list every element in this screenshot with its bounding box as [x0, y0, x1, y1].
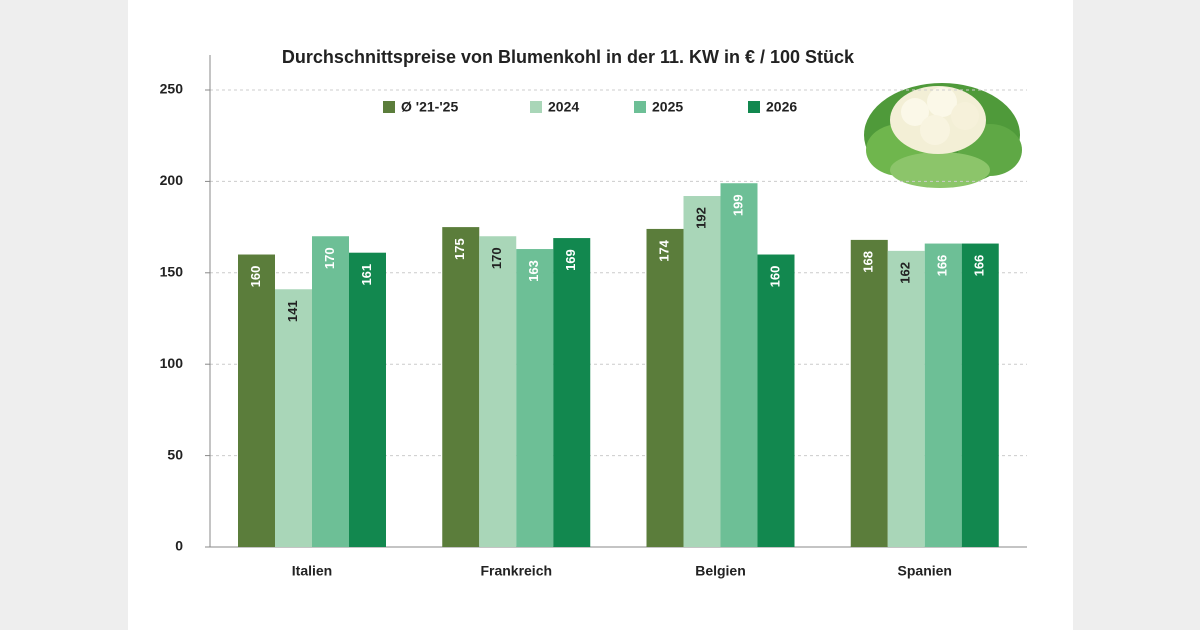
value-label: 170: [322, 247, 337, 269]
value-label: 199: [730, 194, 745, 216]
cauliflower-image: [864, 83, 1022, 188]
legend-label: 2026: [766, 99, 797, 115]
y-tick-label: 50: [167, 446, 183, 462]
x-tick-label: Spanien: [898, 563, 952, 579]
value-label: 166: [935, 255, 950, 277]
bar: [516, 249, 554, 547]
value-label: 160: [248, 266, 263, 288]
x-tick-label: Belgien: [695, 563, 746, 579]
legend-swatch: [634, 101, 646, 113]
value-label: 160: [767, 266, 782, 288]
chart-title: Durchschnittspreise von Blumenkohl in de…: [282, 47, 855, 67]
y-tick-label: 0: [175, 538, 183, 554]
value-label: 174: [656, 239, 671, 261]
y-tick-label: 150: [160, 264, 184, 280]
bar: [924, 243, 962, 547]
bar: [887, 250, 925, 547]
bar: [238, 254, 275, 547]
bar: [349, 252, 386, 547]
legend-label: 2025: [652, 99, 683, 115]
value-label: 141: [285, 300, 300, 322]
bar: [442, 227, 480, 547]
bar: [961, 243, 999, 547]
bar: [646, 228, 684, 548]
y-tick-label: 250: [160, 81, 184, 97]
value-label: 192: [693, 207, 708, 229]
legend-label: Ø '21-'25: [401, 99, 458, 115]
legend-swatch: [748, 101, 760, 113]
value-label: 161: [359, 264, 374, 286]
x-tick-label: Italien: [292, 563, 332, 579]
value-label: 162: [898, 262, 913, 284]
bar: [312, 236, 349, 548]
value-label: 168: [861, 251, 876, 273]
legend-label: 2024: [548, 99, 579, 115]
value-label: 166: [972, 255, 987, 277]
value-label: 170: [489, 247, 504, 269]
x-tick-label: Frankreich: [480, 563, 552, 579]
bar: [275, 289, 312, 547]
bar: [553, 238, 591, 547]
bar: [479, 236, 517, 548]
legend-swatch: [530, 101, 542, 113]
value-label: 175: [452, 238, 467, 260]
bar: [683, 196, 721, 548]
value-label: 163: [526, 260, 541, 282]
bar: [850, 239, 888, 547]
bar: [720, 183, 758, 547]
bar: [757, 254, 795, 547]
value-label: 169: [563, 249, 578, 271]
legend-swatch: [383, 101, 395, 113]
y-tick-label: 100: [160, 355, 184, 371]
y-tick-label: 200: [160, 172, 184, 188]
